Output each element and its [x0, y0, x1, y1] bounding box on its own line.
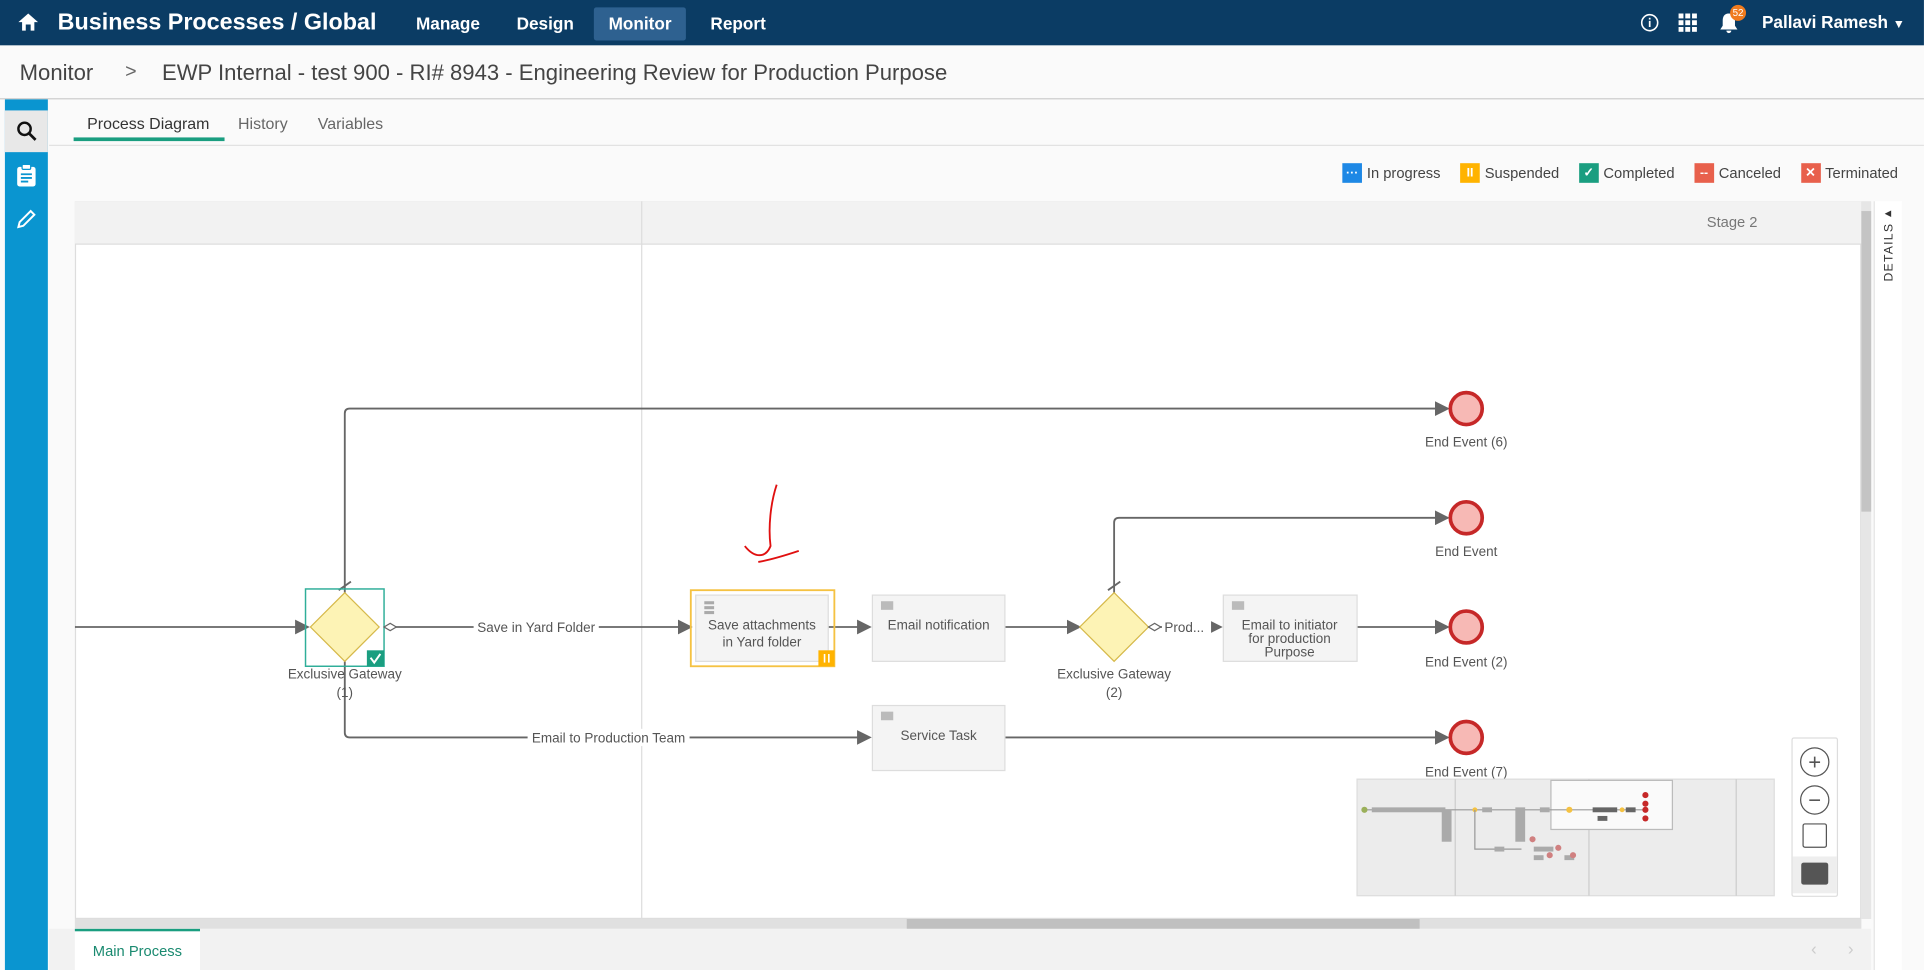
task-label: Purpose	[1264, 644, 1314, 659]
exclusive-gateway-2[interactable]: Exclusive Gateway (2)	[1057, 591, 1171, 700]
search-icon	[17, 121, 37, 141]
user-name: Pallavi Ramesh	[1761, 12, 1889, 32]
check-icon	[369, 653, 382, 665]
process-diagram-canvas[interactable]: Stage 2 Save in Yard Folder Email to Pro…	[74, 201, 1862, 920]
task-email-notification[interactable]: Email notification	[871, 594, 1006, 662]
breadcrumb-root[interactable]: Monitor	[19, 60, 94, 85]
end-event-6[interactable]	[1448, 390, 1485, 427]
gateway-label: Exclusive Gateway	[288, 667, 402, 682]
clipboard-icon[interactable]	[16, 163, 37, 188]
task-save-attachments[interactable]: Save attachments in Yard folder	[689, 589, 836, 668]
fit-to-screen-icon[interactable]	[1802, 823, 1828, 848]
task-label: for production	[1248, 631, 1330, 646]
handwritten-check-annotation	[744, 484, 800, 563]
envelope-icon	[880, 711, 894, 721]
service-task-icon	[704, 601, 715, 615]
horizontal-scrollbar[interactable]	[74, 919, 1862, 929]
notification-badge: 52	[1730, 4, 1747, 21]
active-tab-indicator	[73, 137, 225, 142]
app-title: Business Processes / Global	[57, 9, 377, 36]
zoom-in-icon[interactable]: +	[1800, 747, 1830, 777]
flow-label-save-yard: Save in Yard Folder	[477, 620, 595, 635]
task-label: Email to initiator	[1242, 617, 1338, 632]
completed-badge	[366, 650, 385, 667]
pencil-icon[interactable]	[16, 209, 37, 230]
tab-bar: Process Diagram History Variables	[49, 99, 1924, 147]
end-event-7[interactable]	[1448, 719, 1485, 756]
page-title: EWP Internal - test 900 - RI# 8943 - Eng…	[161, 60, 948, 85]
status-legend: ··· In progress II Suspended ✓ Completed --…	[1342, 163, 1898, 183]
top-header: Business Processes / Global Manage Desig…	[0, 0, 1924, 46]
flow-label-prod: Prod...	[1164, 620, 1204, 635]
lane-header	[74, 201, 1862, 245]
breadcrumb-separator: >	[125, 61, 137, 83]
caret-down-icon: ▼	[1892, 18, 1905, 32]
zoom-controls: + −	[1791, 737, 1839, 897]
legend-label: Canceled	[1718, 164, 1781, 182]
chevron-left-icon[interactable]: ‹	[1811, 938, 1817, 959]
gateway-label: Exclusive Gateway	[1057, 667, 1171, 682]
legend-label: Suspended	[1484, 164, 1560, 182]
stage-label: Stage 2	[1707, 215, 1758, 231]
gateway-label: (2)	[1106, 685, 1122, 700]
vertical-scrollbar[interactable]	[1861, 201, 1872, 920]
legend-label: Completed	[1603, 164, 1675, 182]
tab-variables[interactable]: Variables	[317, 114, 384, 133]
nav-monitor[interactable]: Monitor	[593, 7, 687, 41]
task-label: in Yard folder	[722, 635, 801, 650]
apps-grid-icon[interactable]	[1678, 13, 1697, 32]
details-label: DETAILS	[1882, 222, 1897, 282]
user-menu[interactable]: Pallavi Ramesh ▼	[1762, 12, 1905, 32]
nav-manage[interactable]: Manage	[415, 13, 480, 34]
home-icon[interactable]	[17, 12, 39, 32]
legend-label: In progress	[1366, 164, 1441, 182]
envelope-icon	[880, 601, 894, 610]
details-panel-toggle[interactable]: ◀ DETAILS	[1873, 201, 1902, 970]
chevron-right-icon[interactable]: ›	[1847, 938, 1854, 959]
end-event-label: End Event (2)	[1425, 654, 1507, 669]
sidebar-search[interactable]	[4, 110, 48, 153]
legend-label: Terminated	[1825, 164, 1899, 182]
exclusive-gateway-1[interactable]: Exclusive Gateway (1)	[288, 588, 402, 700]
info-icon[interactable]	[1640, 13, 1659, 32]
caret-left-icon: ◀	[1884, 209, 1892, 219]
task-service-task[interactable]: Service Task	[871, 704, 1006, 772]
nav-report[interactable]: Report	[710, 13, 766, 34]
task-label: Email notification	[888, 617, 990, 632]
end-event-2[interactable]	[1448, 609, 1485, 645]
diagram-svg: Stage 2 Save in Yard Folder Email to Pro…	[74, 201, 1862, 920]
tab-history[interactable]: History	[238, 114, 288, 133]
left-sidebar	[4, 99, 48, 970]
minimap-viewport[interactable]	[1550, 779, 1674, 831]
minimap-toggle[interactable]	[1792, 856, 1837, 894]
completed-icon: ✓	[1578, 163, 1599, 183]
minimap[interactable]	[1356, 778, 1775, 897]
task-email-initiator[interactable]: Email to initiator for production Purpos…	[1222, 594, 1358, 662]
end-event-label: End Event (7)	[1425, 765, 1507, 780]
minimap-icon	[1801, 862, 1829, 885]
suspended-badge	[818, 650, 835, 667]
pause-icon	[823, 653, 830, 663]
zoom-out-icon[interactable]: −	[1800, 785, 1830, 815]
nav-design[interactable]: Design	[516, 13, 574, 34]
in-progress-icon: ···	[1342, 163, 1362, 183]
flow-label-email-production: Email to Production Team	[532, 730, 685, 745]
task-label: Save attachments	[708, 617, 816, 632]
breadcrumb: Monitor > EWP Internal - test 900 - RI# …	[0, 45, 1924, 100]
end-event-label: End Event (6)	[1425, 435, 1507, 450]
envelope-icon	[1231, 601, 1245, 610]
tab-main-process[interactable]: Main Process	[74, 928, 201, 970]
tab-process-diagram[interactable]: Process Diagram	[87, 114, 210, 133]
gateway-label: (1)	[337, 685, 353, 700]
terminated-icon: ✕	[1800, 163, 1821, 183]
end-event[interactable]	[1448, 500, 1485, 536]
end-event-label: End Event	[1435, 544, 1497, 559]
task-label: Service Task	[901, 728, 977, 743]
canceled-icon: --	[1694, 163, 1714, 183]
suspended-icon: II	[1460, 163, 1480, 183]
process-tabs-bar: Main Process ‹ ›	[49, 928, 1872, 970]
